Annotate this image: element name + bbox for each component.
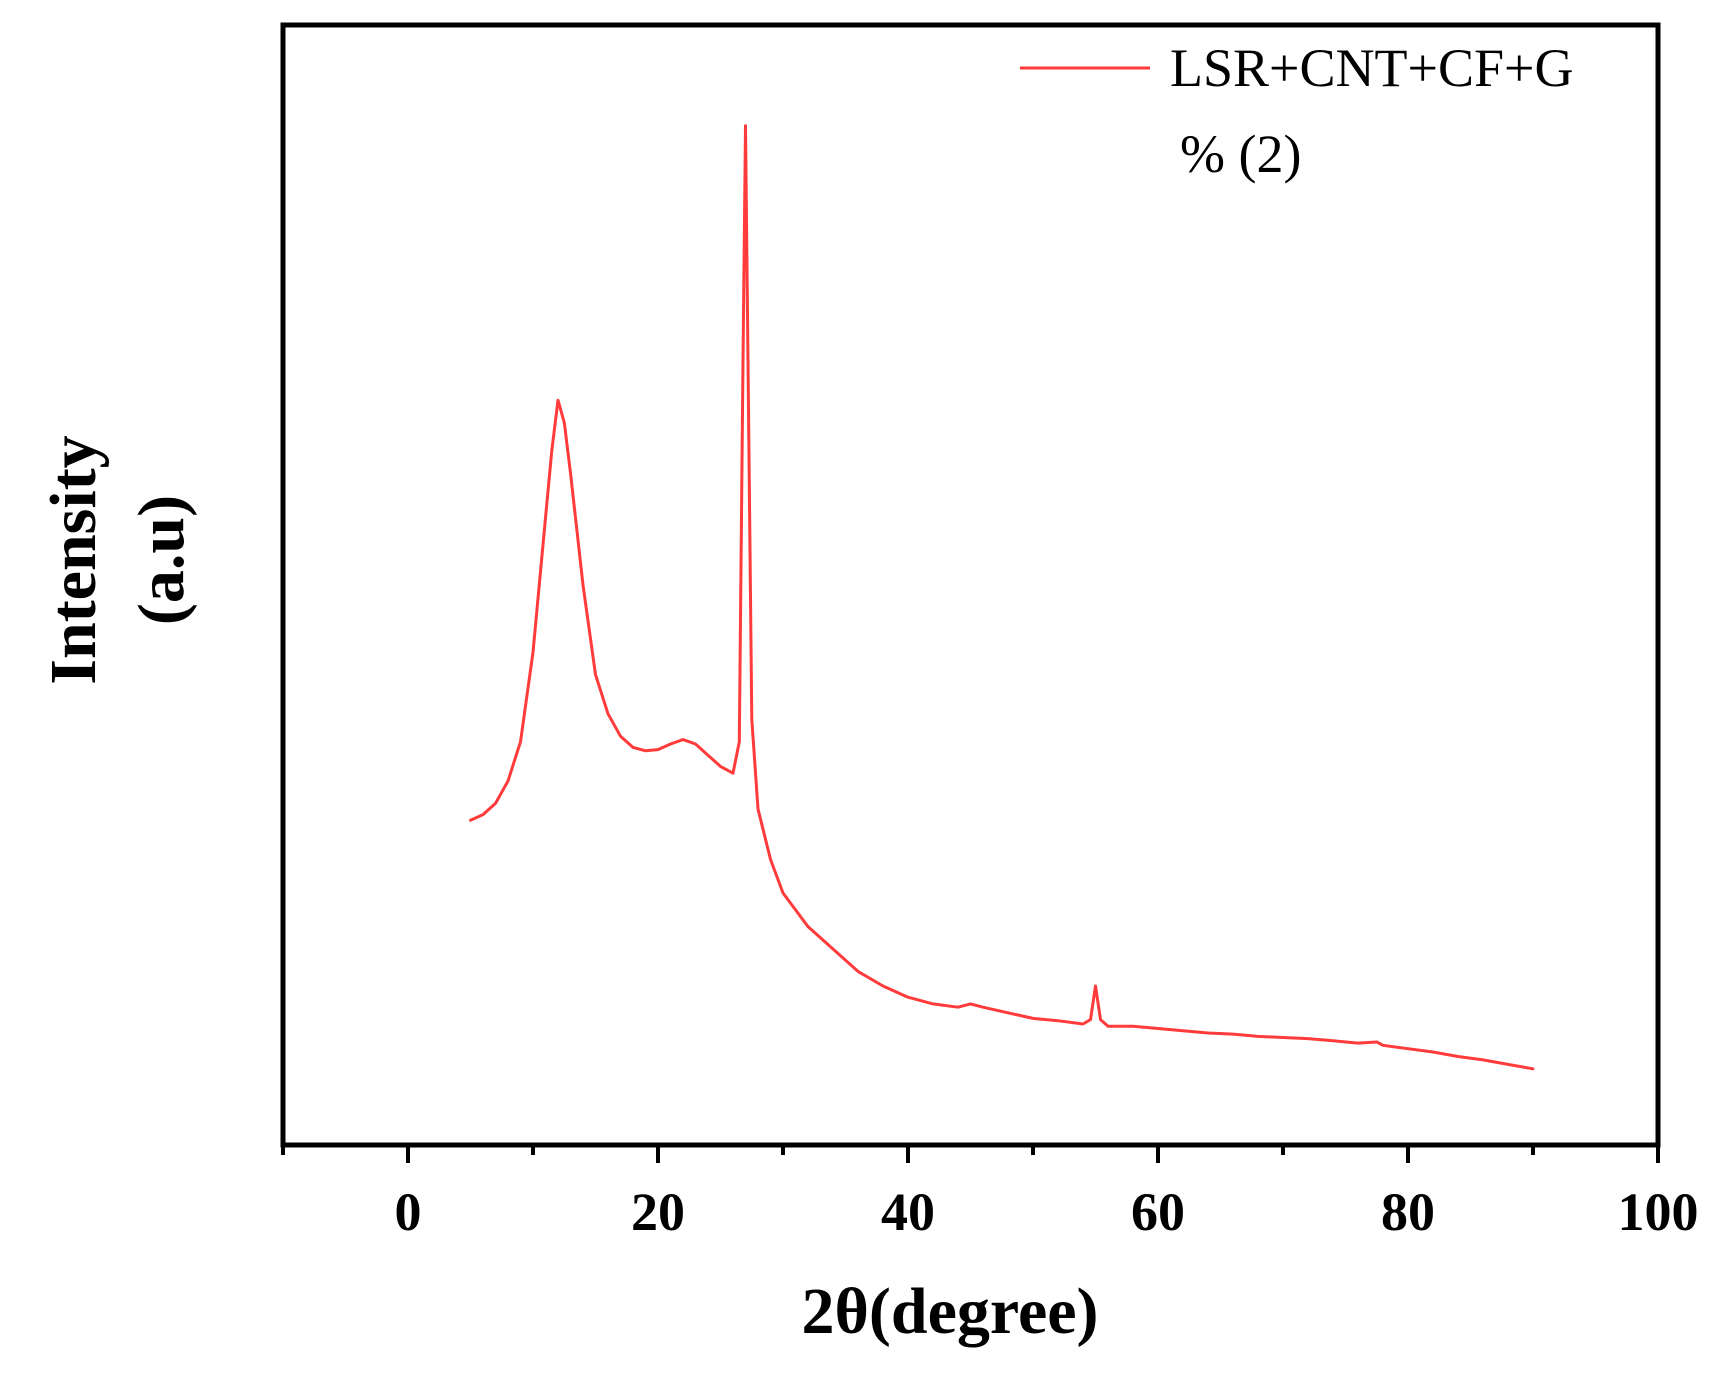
- legend-label-line1: LSR+CNT+CF+G: [1170, 38, 1573, 98]
- x-tick-label: 40: [881, 1182, 935, 1242]
- x-tick-label: 0: [395, 1182, 422, 1242]
- x-axis-ticks: [281, 1145, 1660, 1163]
- y-axis-title-line2: (a.u): [125, 495, 198, 625]
- y-axis-title: Intensity (a.u): [37, 435, 198, 684]
- x-tick-label: 60: [1131, 1182, 1185, 1242]
- plot-frame: [280, 22, 1661, 1148]
- x-tick-label: 80: [1381, 1182, 1435, 1242]
- x-tick-label: 100: [1618, 1182, 1699, 1242]
- series-line-lsr-cnt-cf-g: [469, 124, 1535, 1071]
- x-tick-label: 20: [631, 1182, 685, 1242]
- x-axis-title: 2θ(degree): [801, 1275, 1098, 1348]
- legend: LSR+CNT+CF+G % (2): [1020, 38, 1573, 184]
- legend-label-line2: % (2): [1180, 124, 1301, 184]
- x-axis-tick-labels: 0 20 40 60 80 100: [395, 1182, 1699, 1242]
- y-axis-title-line1: Intensity: [37, 435, 110, 684]
